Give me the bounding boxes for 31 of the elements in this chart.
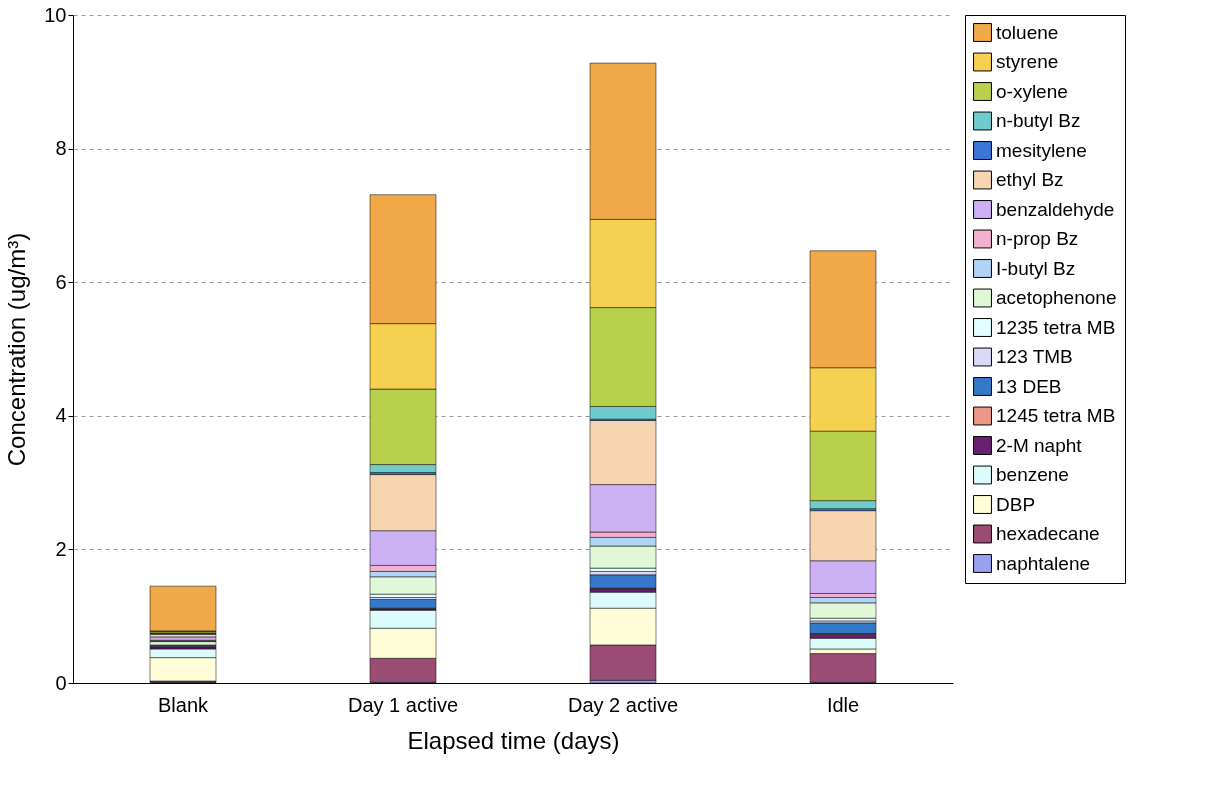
y-axis-title: Concentration (ug/m³) bbox=[3, 232, 31, 467]
x-tick-label: Blank bbox=[157, 693, 210, 716]
x-tick-label: Idle bbox=[826, 693, 860, 716]
y-tick-label: 4 bbox=[55, 404, 67, 427]
y-tick-label: 2 bbox=[55, 537, 67, 560]
legend-label: mesitylene bbox=[996, 139, 1087, 161]
legend-label: DBP bbox=[996, 493, 1036, 515]
legend-label: n-butyl Bz bbox=[996, 110, 1081, 131]
legend-label: ethyl Bz bbox=[996, 169, 1064, 190]
legend-label: acetophenone bbox=[996, 287, 1117, 308]
legend-label: n-prop Bz bbox=[996, 228, 1079, 249]
legend-label: 123 TMB bbox=[996, 346, 1073, 367]
legend-label: hexadecane bbox=[996, 523, 1100, 544]
legend-label: naphtalene bbox=[996, 552, 1091, 574]
legend-label: 1245 tetra MB bbox=[996, 405, 1116, 426]
y-tick-label: 8 bbox=[55, 137, 67, 160]
legend-label: o-xylene bbox=[996, 80, 1068, 102]
x-tick-label: Day 2 active bbox=[567, 693, 679, 716]
legend-label: toluene bbox=[996, 21, 1059, 43]
y-tick-label: 10 bbox=[44, 3, 67, 26]
legend-label: 1235 tetra MB bbox=[996, 316, 1116, 338]
legend-label: 13 DEB bbox=[996, 375, 1062, 397]
legend-label: styrene bbox=[996, 51, 1059, 72]
legend-label: I-butyl Bz bbox=[996, 257, 1076, 279]
x-tick-label: Day 1 active bbox=[347, 693, 459, 716]
legend-label: benzaldehyde bbox=[996, 198, 1115, 220]
y-tick-label: 0 bbox=[55, 671, 67, 694]
x-axis-title: Elapsed time (days) bbox=[407, 726, 620, 754]
y-tick-label: 6 bbox=[55, 270, 67, 293]
legend-label: benzene bbox=[996, 464, 1069, 485]
legend-label: 2-M napht bbox=[996, 434, 1083, 456]
